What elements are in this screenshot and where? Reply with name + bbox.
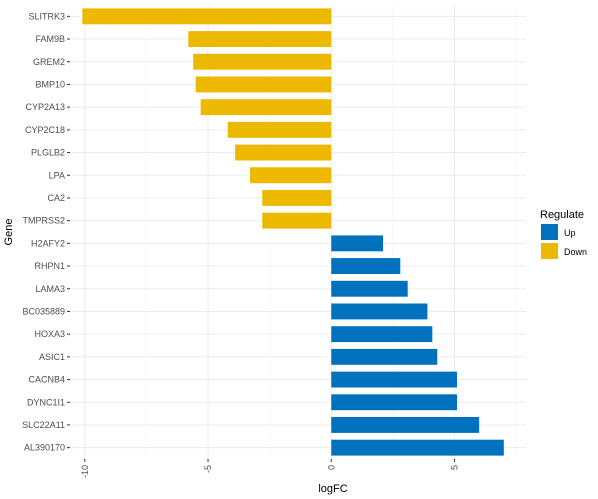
- bar-ca2: [262, 190, 332, 206]
- bar-asic1: [331, 348, 438, 365]
- legend-title: Regulate: [540, 209, 584, 221]
- bar-al390170: [331, 439, 504, 456]
- bar-cyp2a13: [200, 99, 332, 116]
- x-tick-label: 5: [450, 465, 460, 470]
- y-tick-label: RHPN1: [34, 261, 65, 271]
- bar-slitrk3: [82, 8, 332, 25]
- bar-bc035889: [331, 303, 428, 320]
- bars: [82, 8, 504, 456]
- bar-hoxa3: [331, 326, 433, 343]
- bar-dync1i1: [331, 394, 457, 411]
- bar-lpa: [249, 167, 332, 184]
- bar-h2afy2: [331, 235, 384, 252]
- legend-key-up: [541, 224, 558, 240]
- bar-bmp10: [195, 76, 332, 93]
- x-tick-label: -10: [80, 465, 90, 478]
- x-tick-label: 0: [326, 465, 336, 470]
- y-tick-label: HOXA3: [34, 329, 65, 339]
- y-axis: SLITRK3 FAM9B GREM2 BMP10 CYP2A13 CYP2C18 PLGL…: [22, 11, 70, 453]
- bar-grem2: [193, 53, 332, 70]
- legend-label-down: Down: [564, 247, 587, 257]
- legend-label-up: Up: [564, 228, 576, 238]
- y-tick-label: CYP2C18: [25, 125, 65, 135]
- y-tick-label: H2AFY2: [31, 238, 65, 248]
- legend-key-down: [541, 243, 558, 259]
- bar-slc22a11: [331, 417, 480, 433]
- bar-rhpn1: [331, 258, 401, 274]
- legend: Regulate Up Down: [540, 209, 587, 259]
- y-tick-label: AL390170: [24, 443, 65, 453]
- y-tick-label: ASIC1: [39, 352, 65, 362]
- y-tick-label: PLGLB2: [31, 148, 65, 158]
- bar-tmprss2: [262, 212, 332, 229]
- y-tick-label: BC035889: [22, 306, 65, 316]
- bar-cyp2c18: [227, 121, 332, 138]
- y-tick-label: CYP2A13: [25, 102, 65, 112]
- y-tick-label: FAM9B: [35, 34, 65, 44]
- y-tick-label: LAMA3: [35, 284, 65, 294]
- y-tick-label: LPA: [49, 170, 65, 180]
- x-axis-title: logFC: [318, 483, 347, 495]
- y-tick-label: CACNB4: [28, 375, 65, 385]
- y-tick-label: TMPRSS2: [22, 216, 65, 226]
- bar-fam9b: [188, 31, 332, 47]
- y-tick-label: BMP10: [35, 79, 65, 89]
- y-tick-label: DYNC1I1: [27, 397, 65, 407]
- y-tick-label: SLC22A11: [22, 420, 65, 430]
- y-tick-label: GREM2: [33, 57, 65, 67]
- x-tick-label: -5: [203, 465, 213, 473]
- bar-plglb2: [235, 144, 332, 161]
- y-tick-label: CA2: [47, 193, 65, 203]
- bar-cacnb4: [331, 371, 457, 388]
- y-tick-label: SLITRK3: [28, 11, 65, 21]
- x-axis: -10 -5 0 5: [80, 459, 460, 478]
- y-axis-title: Gene: [3, 219, 15, 246]
- bar-lama3: [331, 280, 408, 297]
